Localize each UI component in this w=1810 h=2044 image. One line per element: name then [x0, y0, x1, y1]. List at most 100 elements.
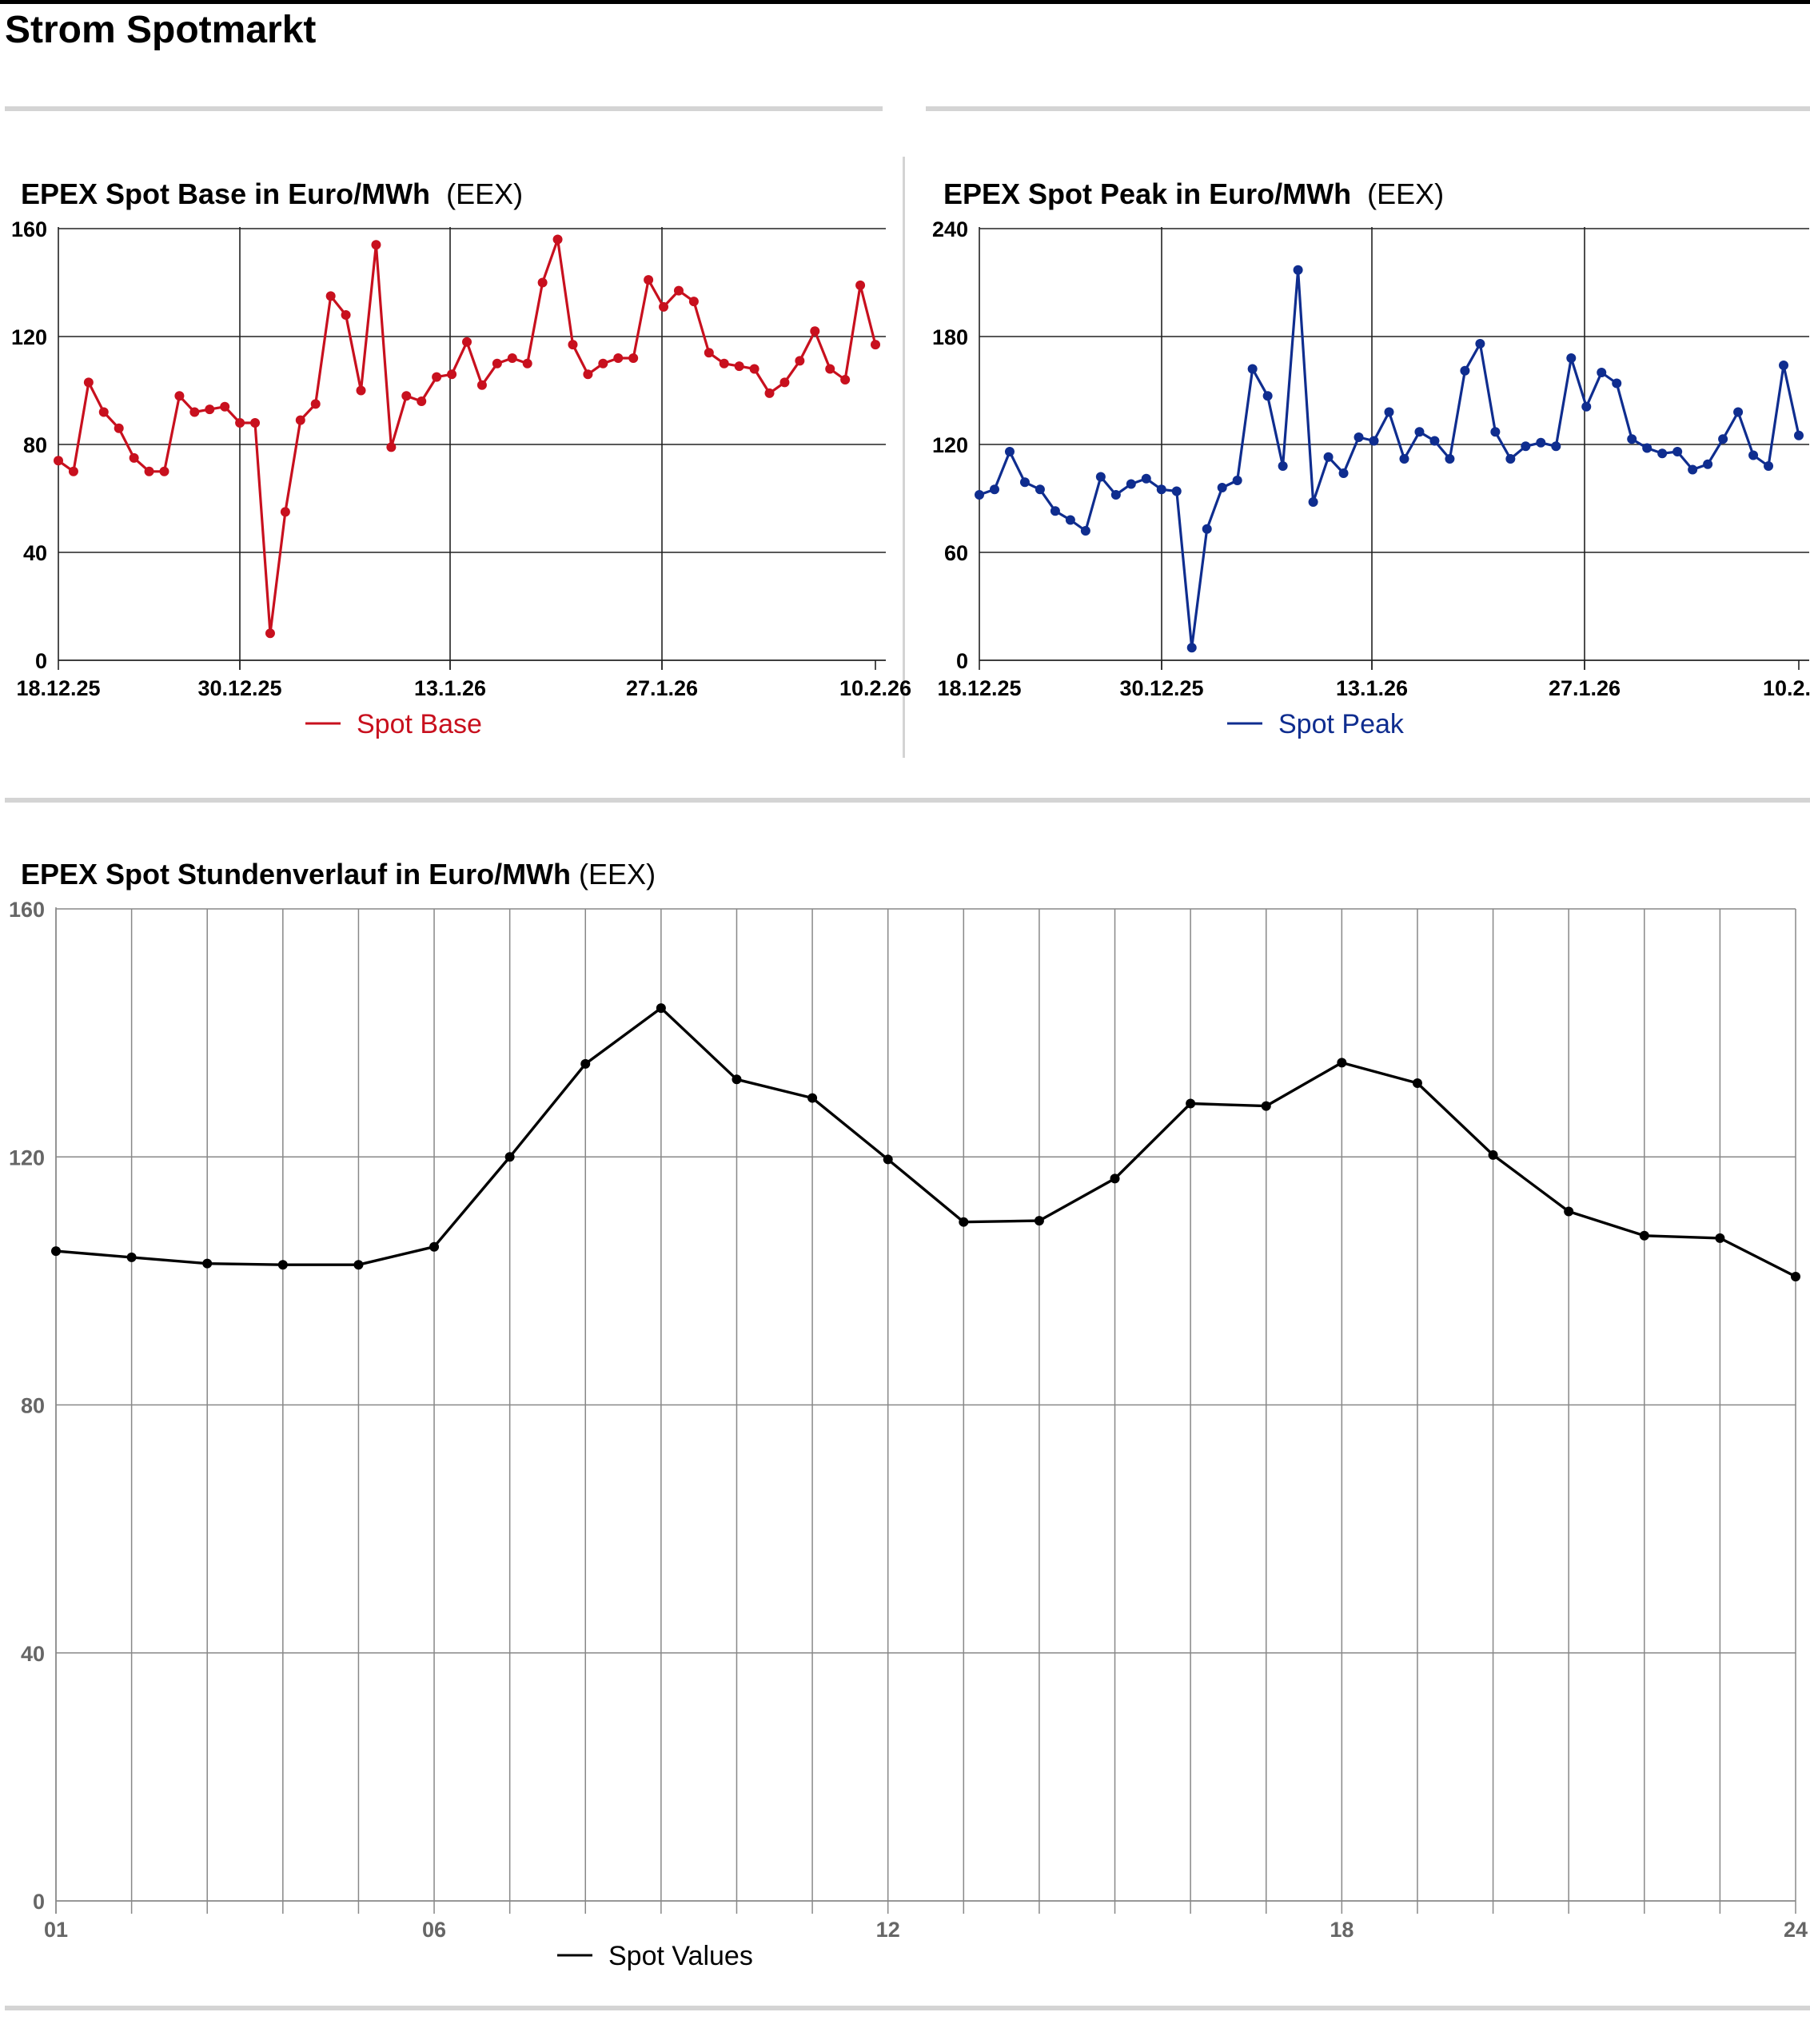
peak-data-point — [1323, 452, 1334, 462]
base-x-tick-label-2: 13.1.26 — [414, 676, 486, 700]
peak-data-point — [1627, 434, 1637, 444]
peak-data-point — [1065, 515, 1075, 525]
peak-data-point — [1399, 454, 1409, 464]
hourly-data-point — [1261, 1101, 1271, 1111]
peak-data-point — [975, 490, 984, 500]
base-data-point — [810, 326, 820, 337]
base-data-point — [764, 388, 775, 398]
peak-data-point — [1308, 497, 1318, 507]
peak-data-point — [1429, 436, 1440, 446]
base-data-point — [583, 369, 593, 380]
peak-data-point — [1080, 526, 1090, 536]
peak-data-point — [1612, 378, 1622, 388]
peak-data-point — [1672, 447, 1683, 456]
base-data-point — [265, 628, 275, 639]
peak-data-point — [1475, 339, 1485, 349]
peak-y-tick-label-180: 180 — [932, 325, 968, 349]
base-data-point — [779, 377, 790, 388]
peak-data-point — [1247, 364, 1258, 374]
peak-data-point — [1445, 454, 1455, 464]
peak-data-point — [1384, 407, 1394, 417]
top-rule — [0, 0, 1810, 4]
hourly-data-point — [807, 1093, 818, 1103]
peak-data-point — [1171, 486, 1182, 496]
base-data-point — [83, 377, 94, 388]
chart-title-peak-text: EPEX Spot Peak in Euro/MWh — [943, 177, 1352, 210]
chart-title-peak: EPEX Spot Peak in Euro/MWh (EEX) — [943, 177, 1444, 211]
peak-data-point — [1126, 479, 1136, 489]
base-data-point — [310, 399, 321, 409]
hourly-data-point — [51, 1246, 61, 1257]
hourly-data-point — [277, 1260, 288, 1270]
peak-data-point — [1597, 368, 1607, 377]
hourly-x-tick-label-12: 12 — [876, 1918, 900, 1942]
base-y-tick-label-0: 0 — [35, 649, 47, 673]
peak-data-point — [1733, 407, 1744, 417]
chart-source-peak: (EEX) — [1367, 177, 1445, 210]
hourly-data-point — [1186, 1098, 1196, 1109]
peak-data-point — [1414, 427, 1425, 437]
base-data-point — [840, 375, 851, 384]
peak-data-point — [1035, 484, 1045, 495]
chart-source-base: (EEX) — [446, 177, 524, 210]
base-data-point — [280, 507, 290, 517]
base-data-point — [795, 356, 805, 366]
peak-data-point — [1278, 461, 1288, 471]
separator-bottom — [5, 2006, 1810, 2010]
peak-data-point — [1505, 454, 1516, 464]
hourly-data-point — [656, 1003, 666, 1014]
hourly-data-point — [883, 1154, 893, 1165]
peak-x-tick-label-4: 10.2.26 — [1763, 676, 1810, 700]
page-title: Strom Spotmarkt — [5, 9, 317, 51]
base-data-point — [749, 364, 759, 374]
peak-data-point — [1657, 448, 1668, 459]
base-series-line — [58, 237, 877, 635]
peak-data-point — [1718, 434, 1728, 444]
base-data-point — [356, 385, 366, 396]
hourly-data-point — [429, 1241, 440, 1252]
base-data-point — [159, 466, 169, 476]
base-data-point — [250, 418, 261, 428]
base-data-point — [522, 358, 532, 369]
peak-data-point — [1217, 483, 1227, 492]
base-data-point — [688, 297, 699, 307]
base-data-point — [205, 404, 215, 415]
base-y-tick-label-80: 80 — [23, 433, 47, 457]
base-y-tick-label-40: 40 — [23, 541, 47, 565]
base-data-point — [492, 358, 502, 369]
hourly-data-point — [126, 1252, 137, 1262]
peak-data-point — [1369, 436, 1379, 446]
hourly-y-tick-label-120: 120 — [9, 1146, 45, 1169]
base-data-point — [220, 401, 230, 412]
base-data-point — [598, 358, 608, 369]
hourly-data-point — [1639, 1230, 1649, 1241]
hourly-y-tick-label-80: 80 — [21, 1394, 45, 1418]
peak-data-point — [1551, 441, 1561, 452]
base-data-point — [341, 310, 351, 320]
separator-vertical — [903, 157, 905, 758]
base-data-point — [114, 423, 124, 433]
chart-title-hourly-text: EPEX Spot Stundenverlauf in Euro/MWh — [21, 858, 572, 891]
base-data-point — [537, 277, 548, 288]
chart-source-hourly: (EEX) — [579, 858, 656, 891]
base-data-point — [417, 396, 427, 406]
peak-data-point — [1338, 468, 1349, 478]
hourly-data-point — [1488, 1150, 1498, 1160]
hourly-x-tick-label-01: 01 — [44, 1918, 68, 1942]
base-data-point — [673, 285, 684, 296]
hourly-data-point — [1412, 1078, 1422, 1088]
hourly-data-point — [959, 1217, 969, 1227]
hourly-data-point — [1034, 1216, 1044, 1226]
base-data-point — [371, 240, 381, 250]
hourly-y-tick-label-40: 40 — [21, 1642, 45, 1666]
base-data-point — [825, 364, 835, 374]
base-data-point — [295, 415, 305, 425]
peak-data-point — [1354, 432, 1364, 442]
peak-data-point — [1764, 461, 1774, 471]
peak-data-point — [1581, 401, 1592, 412]
peak-data-point — [1141, 473, 1151, 484]
base-data-point — [432, 372, 442, 382]
base-data-point — [325, 291, 336, 301]
base-data-point — [54, 456, 63, 466]
hourly-data-point — [504, 1152, 515, 1162]
